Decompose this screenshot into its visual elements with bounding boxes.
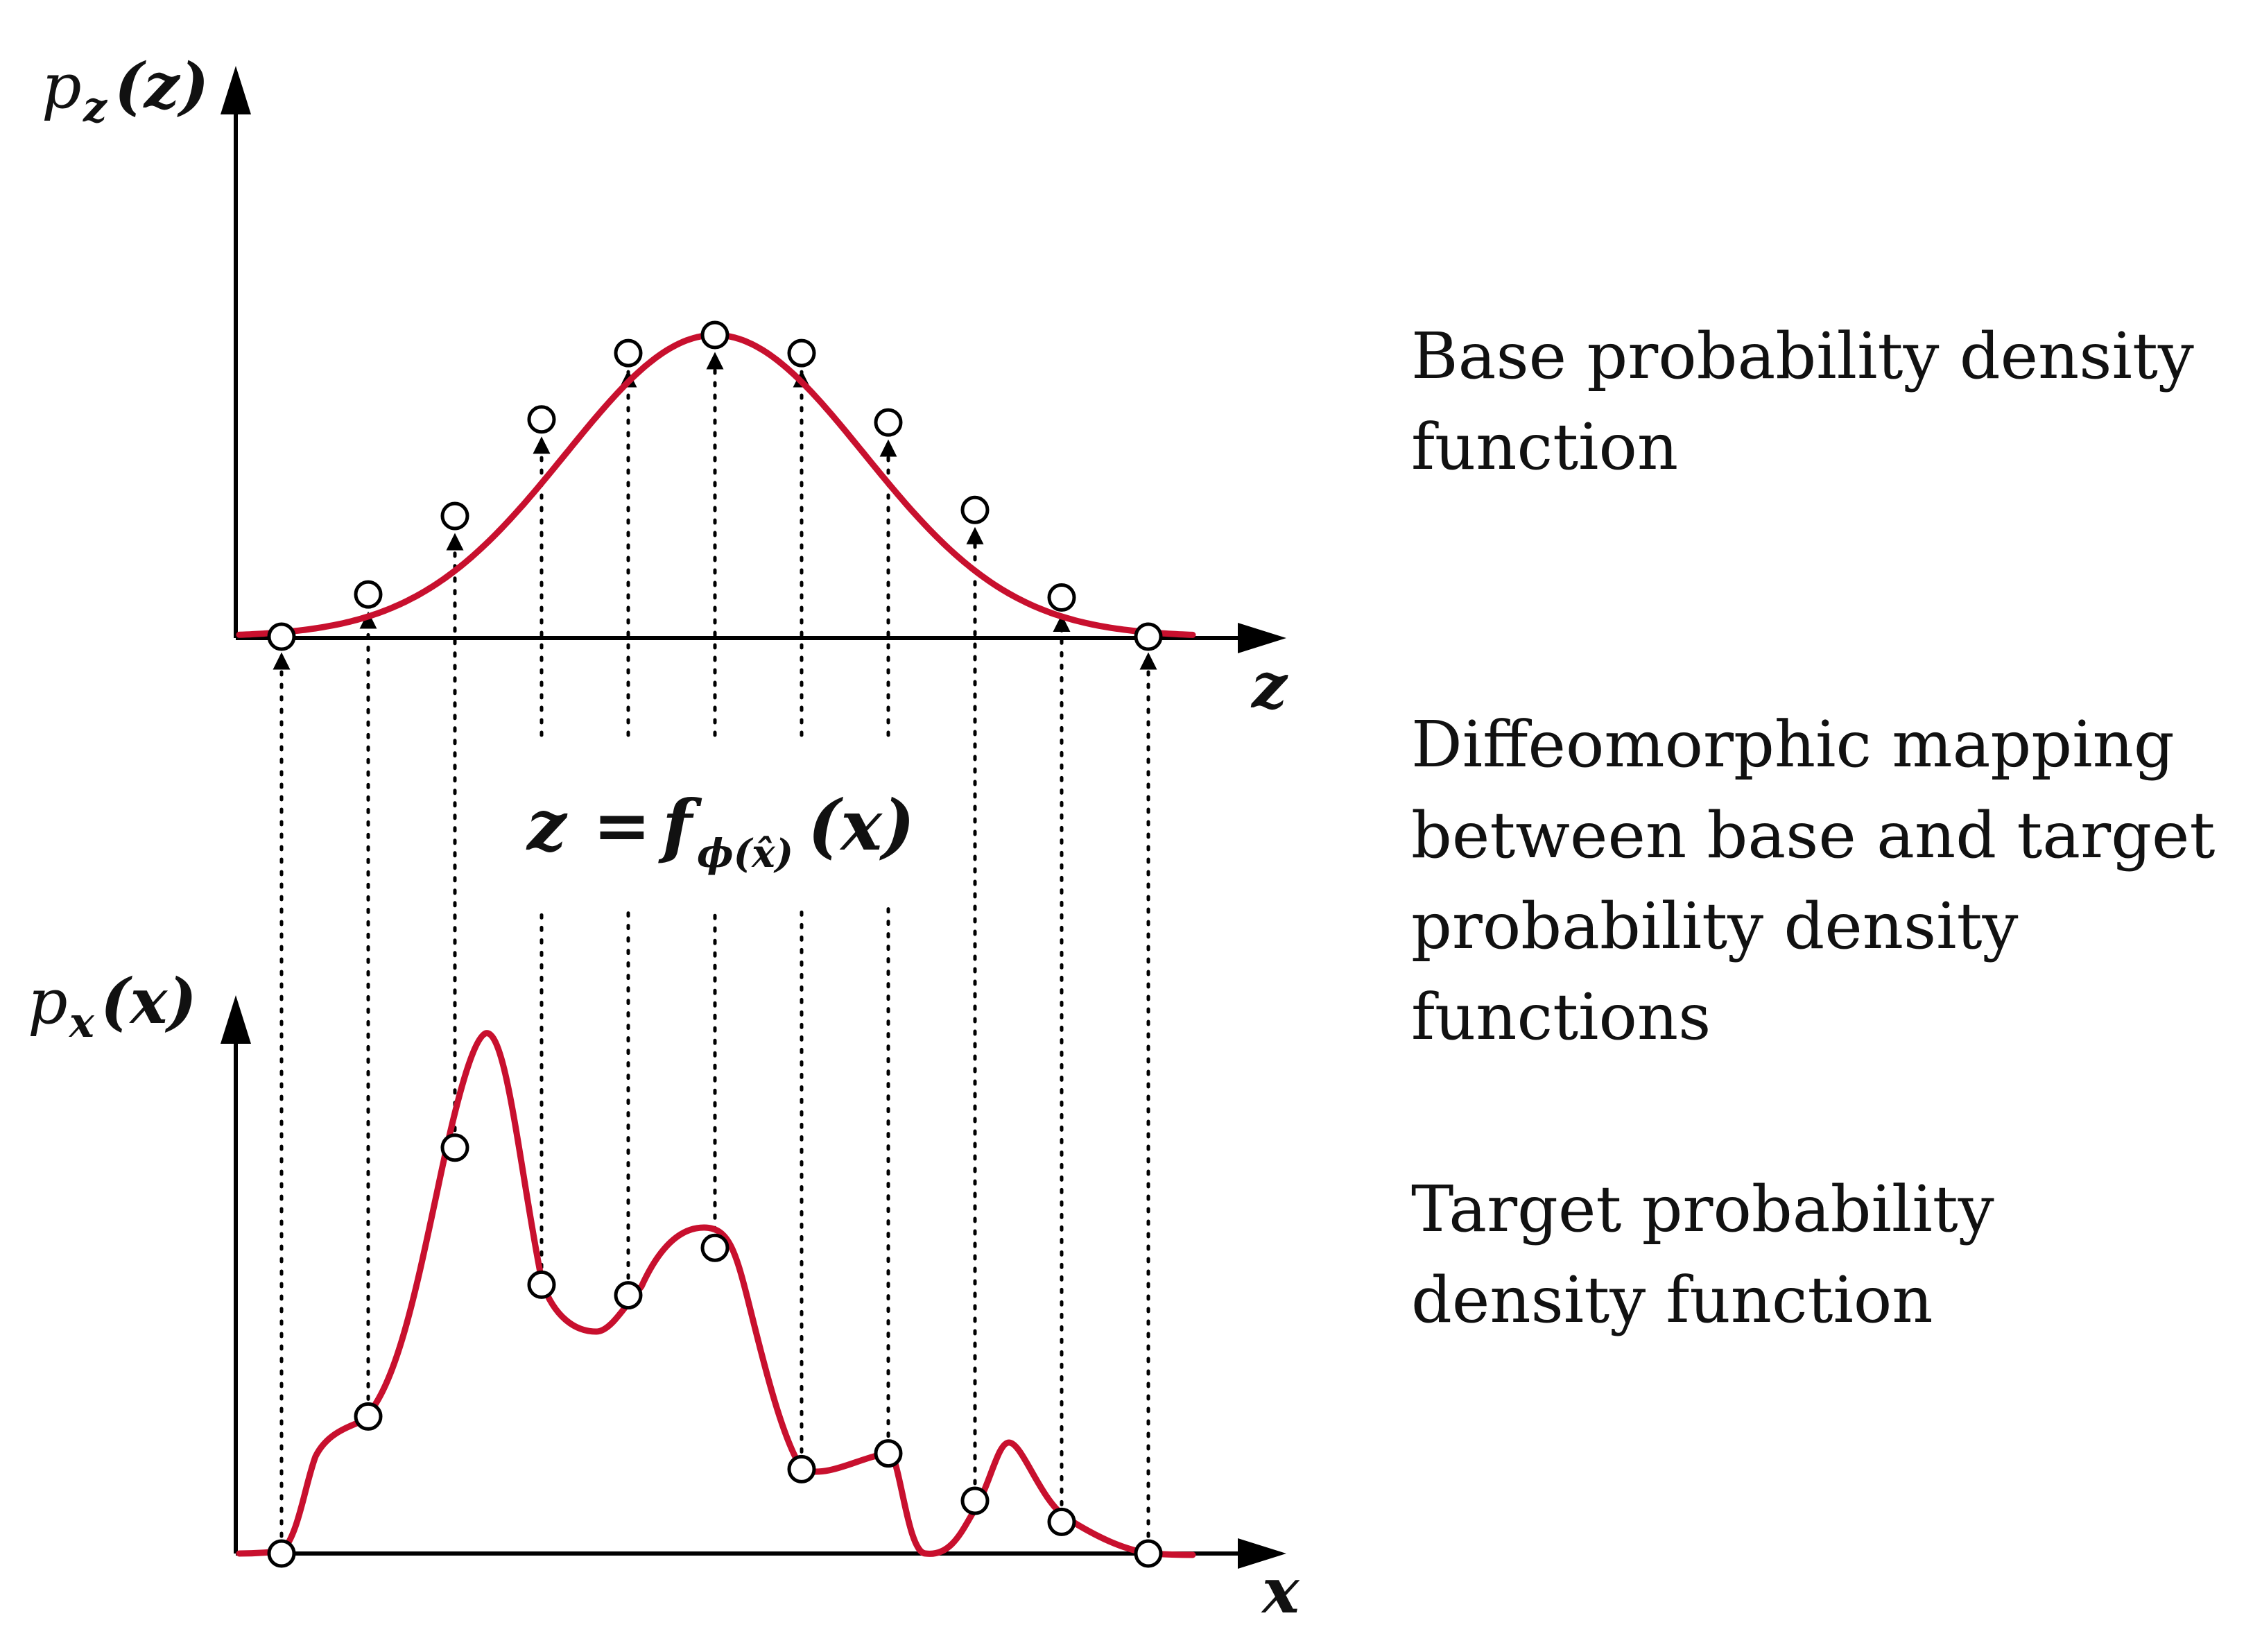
target-sample-marker — [267, 1539, 296, 1568]
base-sample-marker — [440, 501, 469, 531]
target-sample-marker — [354, 1402, 383, 1431]
base-sample-marker — [874, 408, 903, 437]
base-sample-marker — [267, 622, 296, 651]
bottom-x-label: x — [1261, 1554, 1300, 1628]
bottom-axes — [221, 995, 1286, 1569]
svg-text:z: z — [83, 83, 108, 132]
bottom-y-arrowhead — [221, 995, 251, 1044]
target-sample-marker — [1047, 1507, 1076, 1536]
mapping-description: Diffeomorphic mapping between base and t… — [1411, 707, 2216, 1054]
base-description: Base probability density function — [1411, 319, 2194, 484]
base-sample-marker — [1047, 583, 1076, 612]
target-sample-marker — [960, 1486, 990, 1515]
target-sample-marker — [440, 1133, 469, 1162]
base-sample-marker — [354, 580, 383, 609]
svg-text:ϕ(x̂): ϕ(x̂) — [697, 831, 793, 877]
bottom-y-label: p x (x) — [28, 965, 197, 1047]
formula-background — [506, 756, 929, 902]
top-y-label: p z (z) — [42, 49, 209, 132]
base-sample-marker — [1134, 622, 1163, 651]
bottom-x-arrowhead — [1238, 1538, 1286, 1569]
base-sample-marker — [527, 405, 556, 434]
svg-text:p: p — [28, 965, 68, 1038]
target-sample-marker — [874, 1439, 903, 1468]
target-sample-marker — [614, 1281, 643, 1310]
target-density-curve — [236, 1030, 1196, 1558]
base-sample-marker — [614, 338, 643, 368]
target-description: Target probability density function — [1411, 1172, 1994, 1337]
target-sample-marker — [700, 1233, 729, 1262]
base-sample-marker — [960, 495, 990, 524]
base-sample-marker — [700, 320, 729, 350]
svg-text:p: p — [42, 50, 82, 123]
svg-text:=: = — [593, 784, 651, 866]
svg-text:z: z — [526, 784, 568, 866]
target-sample-marker — [1134, 1539, 1163, 1568]
top-axes — [221, 66, 1286, 653]
top-y-arrowhead — [221, 66, 251, 114]
base-sample-marker — [787, 338, 816, 368]
top-x-arrowhead — [1238, 623, 1286, 653]
top-x-label: z — [1250, 649, 1288, 723]
target-sample-marker — [527, 1270, 556, 1299]
svg-text:(x): (x) — [101, 965, 197, 1038]
svg-text:x: x — [68, 999, 95, 1047]
target-sample-marker — [787, 1454, 816, 1483]
svg-text:(z): (z) — [114, 49, 209, 123]
sample-markers — [267, 320, 1163, 1568]
svg-text:(x): (x) — [808, 784, 915, 866]
mapping-lines — [273, 352, 1157, 1538]
